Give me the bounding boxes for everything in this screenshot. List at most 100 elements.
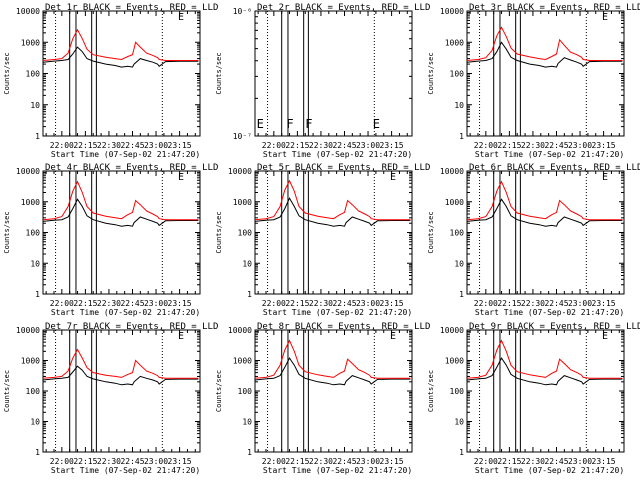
- y-tick-label: 100: [450, 70, 465, 79]
- series-line-lld: [42, 348, 199, 379]
- panel-det-7: Det 7r BLACK = Events, RED = LLD Counts/s…: [3, 322, 218, 475]
- panel-title: Det 6r BLACK = Events, RED = LLD: [469, 163, 640, 173]
- x-tick-label: 22:45: [544, 299, 568, 308]
- y-tick-label: 10000: [228, 167, 252, 176]
- panel-det-2: Det 2r BLACK = Events, RED = LLD Counts/s…: [215, 3, 430, 159]
- y-tick-label: 100: [238, 387, 253, 396]
- y-tick-label: 10: [454, 418, 464, 427]
- panel-det-4: Det 4r BLACK = Events, RED = LLD Counts/s…: [3, 163, 218, 317]
- x-tick-label: 22:15: [497, 457, 521, 466]
- series-line-events: [466, 357, 623, 386]
- y-tick-label: 100: [26, 229, 41, 238]
- series-line-lld: [466, 339, 623, 379]
- plot-frame: [466, 170, 625, 295]
- series-line-lld: [466, 26, 623, 61]
- panel-title: Det 2r BLACK = Events, RED = LLD: [257, 3, 430, 13]
- x-tick-label: 23:15: [168, 141, 192, 150]
- y-tick-label: 1: [247, 448, 252, 457]
- y-tick-label: 10000: [440, 167, 464, 176]
- flag-label: E: [257, 117, 264, 131]
- x-tick-label: 23:15: [168, 457, 192, 466]
- y-axis-label: Counts/sec: [427, 211, 435, 253]
- y-tick-label: 10: [454, 259, 464, 268]
- plot-frame: [466, 10, 625, 137]
- y-tick-label: 1000: [21, 357, 40, 366]
- x-tick-label: 23:15: [380, 457, 404, 466]
- y-tick-label: 100: [26, 70, 41, 79]
- x-tick-label: 22:15: [73, 141, 97, 150]
- y-tick-label: 1000: [233, 357, 252, 366]
- x-tick-label: 23:00: [568, 299, 592, 308]
- y-tick-label: 1000: [445, 38, 464, 47]
- series-line-events: [254, 357, 411, 386]
- x-tick-label: 22:45: [120, 141, 144, 150]
- y-axis-label: Counts/sec: [427, 52, 435, 94]
- y-tick-label: 100: [450, 387, 465, 396]
- plot-frame: [42, 10, 201, 137]
- series-line-lld: [254, 339, 411, 379]
- x-tick-label: 23:15: [168, 299, 192, 308]
- x-tick-label: 23:00: [356, 299, 380, 308]
- series-line-lld: [466, 180, 623, 221]
- y-tick-label: 10: [454, 101, 464, 110]
- y-axis-label: Counts/sec: [3, 211, 11, 253]
- x-tick-label: 22:00: [50, 299, 74, 308]
- y-tick-label: 1: [35, 448, 40, 457]
- x-tick-label: 22:45: [544, 457, 568, 466]
- y-tick-label: 10000: [228, 326, 252, 335]
- plot-frame: [466, 329, 625, 453]
- flag-label: F: [305, 117, 312, 131]
- y-tick-label: 1000: [233, 198, 252, 207]
- plot-frame: [254, 170, 413, 295]
- x-tick-label: 23:15: [592, 141, 616, 150]
- flag-label: E: [390, 172, 396, 183]
- x-axis-label: Start Time (07-Sep-02 21:47:20): [51, 150, 200, 159]
- series-line-lld: [42, 28, 199, 61]
- x-tick-label: 23:00: [568, 141, 592, 150]
- x-tick-label: 23:15: [380, 141, 404, 150]
- x-tick-label: 23:00: [144, 299, 168, 308]
- panel-title: Det 1r BLACK = Events, RED = LLD: [45, 3, 218, 13]
- series-line-events: [466, 198, 623, 227]
- x-tick-label: 22:00: [474, 141, 498, 150]
- panel-det-1: Det 1r BLACK = Events, RED = LLD Counts/s…: [3, 3, 218, 159]
- x-tick-label: 23:15: [380, 299, 404, 308]
- series-line-events: [466, 41, 623, 68]
- x-tick-label: 22:30: [521, 457, 545, 466]
- y-tick-label: 10⁻⁶: [233, 7, 252, 16]
- flag-label: E: [178, 331, 184, 342]
- plot-frame: [42, 329, 201, 453]
- y-axis-label: Counts/sec: [215, 370, 223, 412]
- x-tick-label: 23:00: [144, 141, 168, 150]
- x-tick-label: 22:30: [97, 141, 121, 150]
- y-tick-label: 1: [459, 448, 464, 457]
- y-tick-label: 1000: [445, 357, 464, 366]
- x-axis-label: Start Time (07-Sep-02 21:47:20): [263, 466, 412, 475]
- panel-title: Det 7r BLACK = Events, RED = LLD: [45, 322, 218, 332]
- y-tick-label: 10000: [440, 326, 464, 335]
- x-tick-label: 22:30: [97, 299, 121, 308]
- series-line-lld: [42, 180, 199, 221]
- panel-title: Det 8r BLACK = Events, RED = LLD: [257, 322, 430, 332]
- y-axis-label: Counts/sec: [427, 370, 435, 412]
- x-tick-label: 22:00: [474, 299, 498, 308]
- y-tick-label: 100: [26, 387, 41, 396]
- y-tick-label: 10000: [16, 326, 40, 335]
- y-tick-label: 1: [459, 132, 464, 141]
- x-tick-label: 23:00: [356, 141, 380, 150]
- y-tick-label: 10: [242, 259, 252, 268]
- flag-label: E: [178, 12, 184, 23]
- y-tick-label: 10: [242, 418, 252, 427]
- x-tick-label: 22:30: [97, 457, 121, 466]
- x-tick-label: 22:00: [262, 299, 286, 308]
- y-tick-label: 10: [30, 259, 40, 268]
- x-axis-label: Start Time (07-Sep-02 21:47:20): [475, 466, 624, 475]
- x-tick-label: 22:30: [309, 457, 333, 466]
- series-line-events: [42, 365, 199, 386]
- y-axis-label: Counts/sec: [215, 52, 223, 94]
- x-axis-label: Start Time (07-Sep-02 21:47:20): [51, 466, 200, 475]
- y-tick-label: 10⁻⁷: [233, 132, 252, 141]
- x-tick-label: 22:45: [332, 457, 356, 466]
- x-tick-label: 22:15: [285, 299, 309, 308]
